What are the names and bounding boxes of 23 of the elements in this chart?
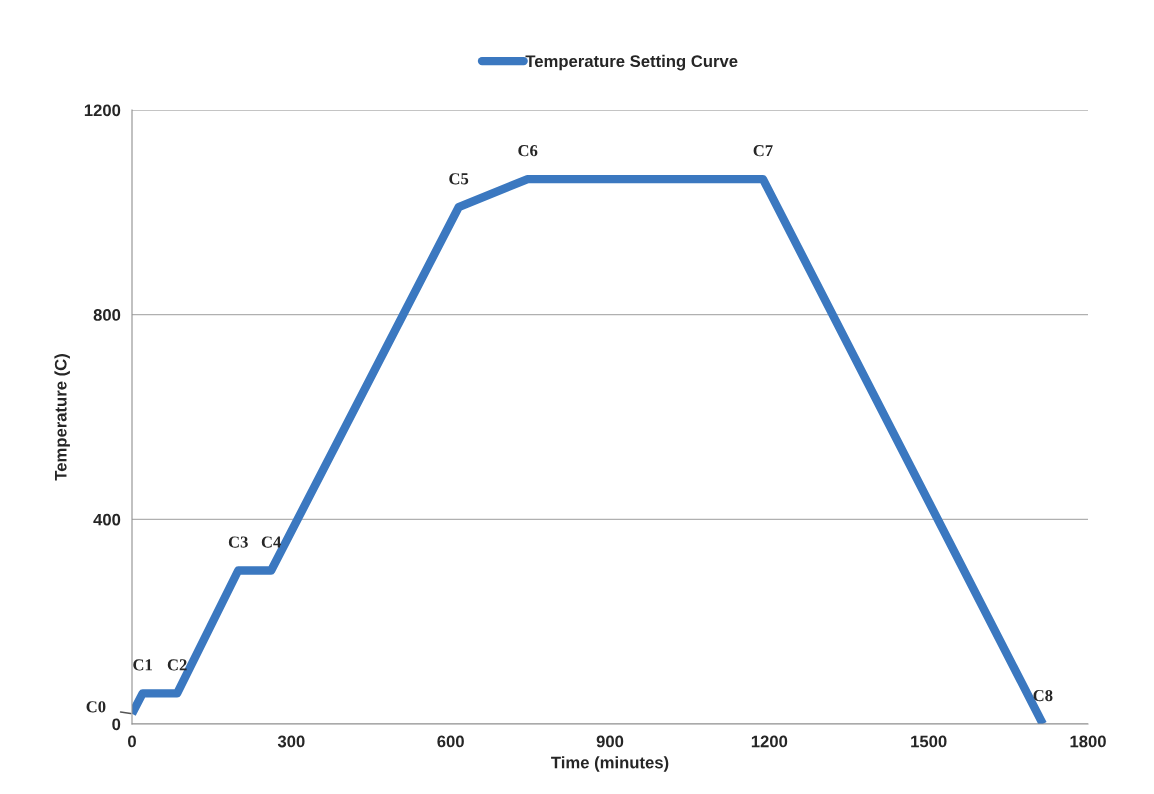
annotation: C4 bbox=[261, 536, 282, 548]
x-tick-label: 600 bbox=[437, 735, 464, 748]
y-axis-title: Temperature (C) bbox=[54, 354, 70, 481]
annotation: C3 bbox=[228, 536, 248, 548]
x-axis-title: Time (minutes) bbox=[551, 756, 669, 772]
annotation: C8 bbox=[1033, 689, 1053, 702]
y-tick-label: 400 bbox=[93, 513, 121, 526]
x-tick-label: 300 bbox=[277, 735, 305, 748]
annotation: C6 bbox=[518, 145, 538, 157]
annotation: C7 bbox=[753, 145, 773, 157]
y-tick-label: 800 bbox=[93, 309, 121, 321]
y-tick-label: 0 bbox=[112, 718, 121, 731]
annotation: C2 bbox=[167, 659, 187, 671]
x-tick-label: 900 bbox=[596, 735, 624, 748]
legend-label: Temperature Setting Curve bbox=[525, 54, 738, 71]
x-tick-label: 0 bbox=[128, 735, 136, 748]
annotation: C1 bbox=[133, 659, 152, 671]
x-tick-label: 1500 bbox=[911, 735, 947, 748]
y-tick-label: 1200 bbox=[84, 104, 121, 117]
x-tick-label: 1800 bbox=[1070, 735, 1106, 748]
annotation: C0 bbox=[86, 701, 106, 713]
annotation: C5 bbox=[449, 173, 469, 185]
x-tick-label: 1200 bbox=[751, 735, 788, 748]
